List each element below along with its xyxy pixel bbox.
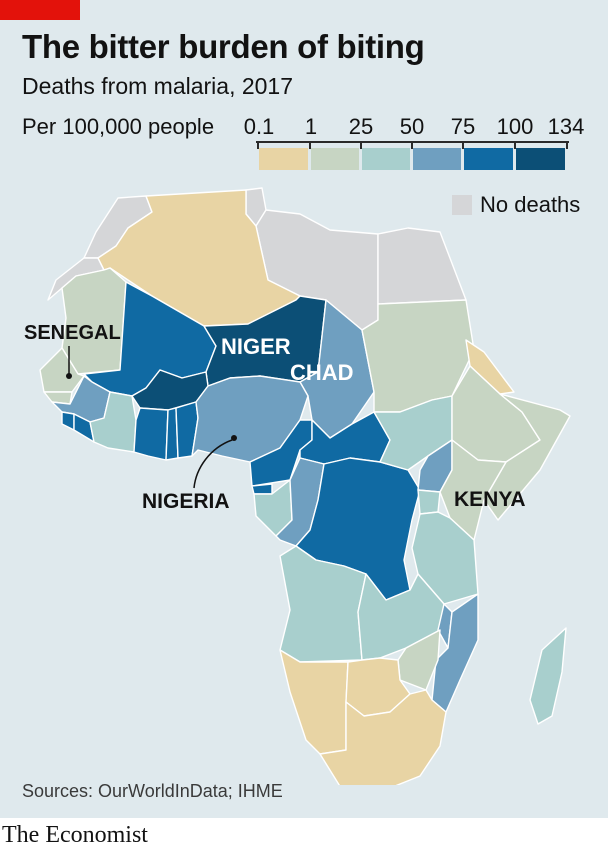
- legend-swatch-bin-6: [516, 148, 565, 170]
- label-nigeria: NIGERIA: [142, 490, 230, 513]
- country-ghana: [133, 407, 169, 461]
- publisher-wordmark: The Economist: [2, 822, 148, 848]
- country-sierra-leone: [61, 411, 75, 431]
- legend-tick-label: 100: [496, 114, 534, 139]
- legend-swatch-bin-5: [464, 148, 513, 170]
- country-equatorial-guinea: [251, 483, 273, 495]
- legend-tick-mark: [566, 141, 568, 149]
- legend-tick-mark: [309, 141, 311, 149]
- legend-swatch-bin-2: [311, 148, 359, 170]
- legend-swatch-bin-1: [259, 148, 308, 170]
- chart-subtitle: Deaths from malaria, 2017: [22, 73, 294, 99]
- legend-tick-mark: [514, 141, 516, 149]
- source-note: Sources: OurWorldInData; IHME: [22, 781, 283, 801]
- legend-no-deaths-label: No deaths: [480, 192, 581, 217]
- label-niger: NIGER: [221, 334, 291, 359]
- country-south-africa: [319, 689, 447, 785]
- legend-swatch-bin-4: [413, 148, 461, 170]
- label-chad: CHAD: [290, 360, 354, 385]
- country-eritrea: [465, 339, 515, 395]
- legend-tick-mark: [411, 141, 413, 149]
- legend-swatch-bin-3: [362, 148, 410, 170]
- label-kenya: KENYA: [454, 488, 526, 511]
- legend-tick-mark: [360, 141, 362, 149]
- brand-red-bar: [0, 0, 80, 20]
- legend-unit-label: Per 100,000 people: [22, 114, 215, 139]
- label-senegal: SENEGAL: [24, 322, 121, 344]
- legend-tick-label: 134: [547, 114, 585, 139]
- country-somalia: [483, 393, 571, 521]
- country-mauritania: [61, 267, 127, 375]
- legend-tick-label: 25: [348, 114, 374, 139]
- chart-title: The bitter burden of biting: [22, 28, 425, 65]
- pointer-dot-senegal: [66, 373, 72, 379]
- pointer-dot-nigeria: [231, 435, 237, 441]
- country-madagascar: [529, 627, 567, 725]
- country-rwanda-burundi: [417, 489, 441, 515]
- leader-line-nigeria: [193, 439, 233, 489]
- country-namibia: [279, 649, 349, 755]
- legend-tick-mark: [257, 141, 259, 149]
- legend-tick-label: 75: [450, 114, 476, 139]
- legend-tick-label: 0.1: [243, 114, 275, 139]
- africa-map: SENEGAL NIGER CHAD NIGERIA KENYA: [24, 187, 571, 785]
- legend-tick-label: 1: [304, 114, 318, 139]
- legend-tick-label: 50: [399, 114, 425, 139]
- country-egypt: [377, 227, 467, 305]
- legend-no-deaths-swatch: [452, 195, 472, 215]
- legend-tick-mark: [462, 141, 464, 149]
